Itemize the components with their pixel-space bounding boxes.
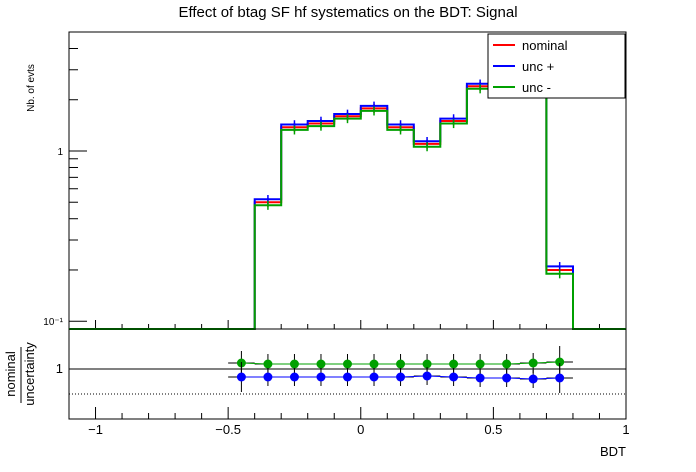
ratio-point: [289, 372, 299, 382]
ratio-axes: −1 −0.5 0 0.5 1 1: [56, 361, 630, 437]
x-tick-label: 1: [622, 422, 629, 437]
ratio-point: [263, 359, 273, 369]
x-tick-label: 0.5: [484, 422, 502, 437]
ratio-point: [502, 359, 512, 369]
ratio-point: [449, 372, 459, 382]
ratio-point: [422, 371, 432, 381]
main-y-axis-label: Nb. of evts: [26, 64, 37, 112]
ratio-y-tick-label: 1: [56, 361, 63, 376]
ratio-point: [236, 372, 246, 382]
ratio-point: [528, 358, 538, 368]
ratio-point: [396, 372, 406, 382]
ratio-point: [528, 374, 538, 384]
ratio-point: [396, 359, 406, 369]
ratio-point: [369, 359, 379, 369]
legend-label: unc +: [522, 59, 554, 74]
legend-label: unc -: [522, 80, 551, 95]
legend-label: nominal: [522, 38, 568, 53]
ratio-point: [343, 372, 352, 382]
ratio-series-group: [228, 346, 573, 393]
ratio-point: [263, 372, 273, 382]
ratio-point: [502, 373, 512, 383]
ratio-plot-frame: [68, 328, 627, 420]
x-tick-label: −0.5: [215, 422, 241, 437]
x-tick-label: 0: [357, 422, 364, 437]
ratio-panel: −1 −0.5 0 0.5 1 1 nominal uncertainty BDT: [3, 328, 630, 459]
chart-title: Effect of btag SF hf systematics on the …: [178, 4, 517, 21]
ratio-point: [475, 359, 485, 369]
main-y-tick-label: 10⁻¹: [43, 317, 63, 328]
ratio-point: [555, 373, 565, 383]
ratio-y-label-numerator: nominal: [3, 351, 18, 397]
ratio-point: [449, 359, 459, 369]
ratio-point: [555, 357, 565, 367]
main-y-axis: 10⁻¹ 1: [43, 31, 627, 330]
x-axis-label: BDT: [600, 444, 626, 459]
ratio-y-label-denominator: uncertainty: [22, 342, 37, 406]
main-series-group: [69, 67, 626, 330]
main-y-tick-label: 1: [57, 147, 63, 158]
main-panel: 10⁻¹ 1 Nb. of evts nominal unc + unc -: [26, 31, 627, 330]
legend: nominal unc + unc -: [487, 33, 626, 99]
ratio-point: [422, 359, 432, 369]
ratio-point: [475, 373, 485, 383]
ratio-point: [369, 372, 379, 382]
ratio-point: [343, 359, 352, 369]
ratio-point: [316, 372, 326, 382]
x-tick-label: −1: [88, 422, 103, 437]
ratio-point: [289, 359, 299, 369]
ratio-point: [316, 359, 326, 369]
